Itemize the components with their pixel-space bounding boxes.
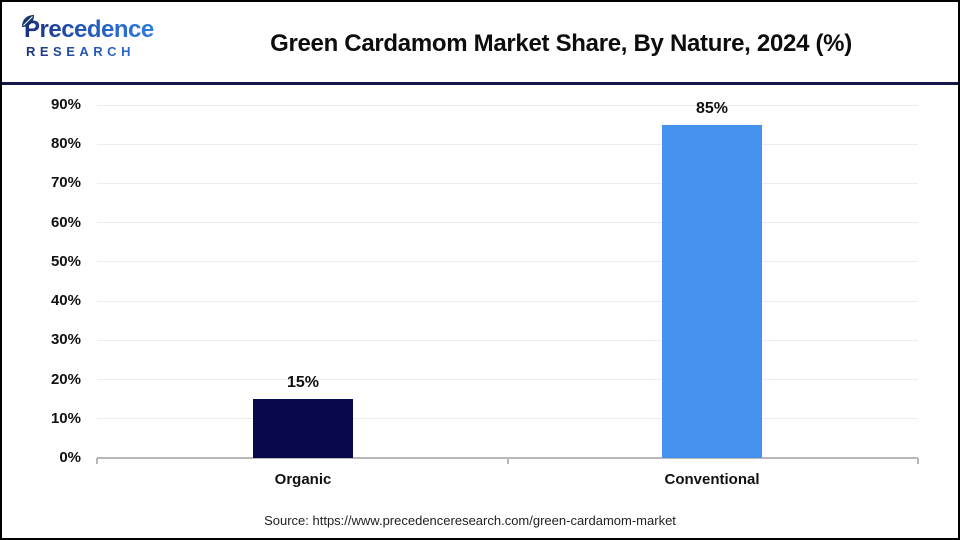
y-axis-tick-label: 40%: [50, 292, 81, 310]
header-divider: [2, 82, 958, 85]
logo-wordmark: Precedence: [24, 16, 154, 43]
x-axis-tick: [506, 458, 509, 464]
leaf-icon: [21, 9, 35, 27]
y-axis-tick-label: 10%: [50, 409, 81, 427]
y-gridline: [97, 222, 918, 224]
y-gridline: [97, 339, 918, 341]
bar-value-label: 85%: [695, 99, 729, 117]
y-gridline: [97, 261, 918, 263]
y-axis-tick-label: 90%: [50, 96, 81, 113]
y-axis-tick-label: 80%: [50, 135, 81, 153]
x-axis-category-label: Conventional: [664, 471, 760, 488]
logo-subtext: RESEARCH: [22, 45, 172, 58]
y-gridline: [97, 143, 918, 145]
precedence-research-logo: Precedence RESEARCH: [22, 15, 172, 58]
y-axis-tick-label: 0%: [59, 449, 81, 466]
y-axis-tick-label: 50%: [50, 252, 81, 270]
y-gridline: [97, 104, 918, 106]
y-gridline: [97, 182, 918, 184]
x-axis-tick: [917, 458, 919, 464]
y-gridline: [97, 418, 918, 420]
bar-value-label: 15%: [286, 374, 320, 392]
y-axis-tick-label: 30%: [50, 331, 81, 349]
y-gridline: [97, 300, 918, 302]
y-axis-tick-label: 60%: [50, 213, 81, 231]
x-axis-tick: [96, 458, 98, 464]
header: Precedence RESEARCH Green Cardamom Marke…: [2, 2, 958, 82]
y-axis-tick-label: 70%: [50, 174, 81, 192]
y-axis-tick-label: 20%: [50, 370, 81, 388]
x-axis-category-label: Organic: [274, 471, 332, 488]
chart-title: Green Cardamom Market Share, By Nature, …: [270, 30, 852, 57]
bar-conventional: [662, 124, 762, 458]
bar-organic: [253, 399, 353, 458]
y-gridline: [97, 379, 918, 381]
source-text: Source: https://www.precedenceresearch.c…: [264, 513, 676, 528]
